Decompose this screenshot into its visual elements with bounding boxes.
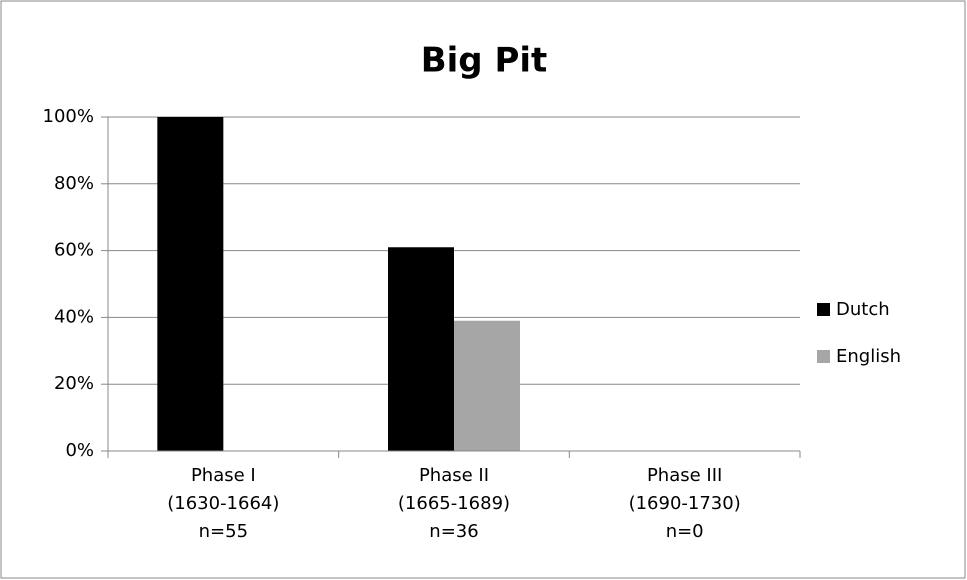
y-tick-label: 60% <box>54 240 94 261</box>
x-tick-label: (1690-1730) <box>629 493 741 514</box>
x-tick-label: (1665-1689) <box>398 493 510 514</box>
x-tick-label: n=55 <box>199 521 248 542</box>
bar <box>454 320 520 451</box>
bar <box>388 247 454 451</box>
legend-label: Dutch <box>836 299 890 320</box>
x-tick-label: Phase III <box>647 465 722 486</box>
bar <box>157 117 224 451</box>
legend-label: English <box>836 346 901 367</box>
legend-swatch <box>817 303 830 316</box>
y-tick-label: 100% <box>43 106 94 127</box>
x-tick-label: (1630-1664) <box>167 493 279 514</box>
y-tick-label: 0% <box>65 440 94 461</box>
x-tick-label: Phase II <box>419 465 489 486</box>
x-tick-label: n=0 <box>666 521 704 542</box>
y-tick-label: 80% <box>54 173 94 194</box>
y-tick-label: 40% <box>54 306 94 327</box>
y-tick-label: 20% <box>54 373 94 394</box>
chart-title: Big Pit <box>421 41 548 81</box>
x-tick-label: n=36 <box>429 521 478 542</box>
x-tick-label: Phase I <box>191 465 256 486</box>
legend-swatch <box>817 350 830 363</box>
